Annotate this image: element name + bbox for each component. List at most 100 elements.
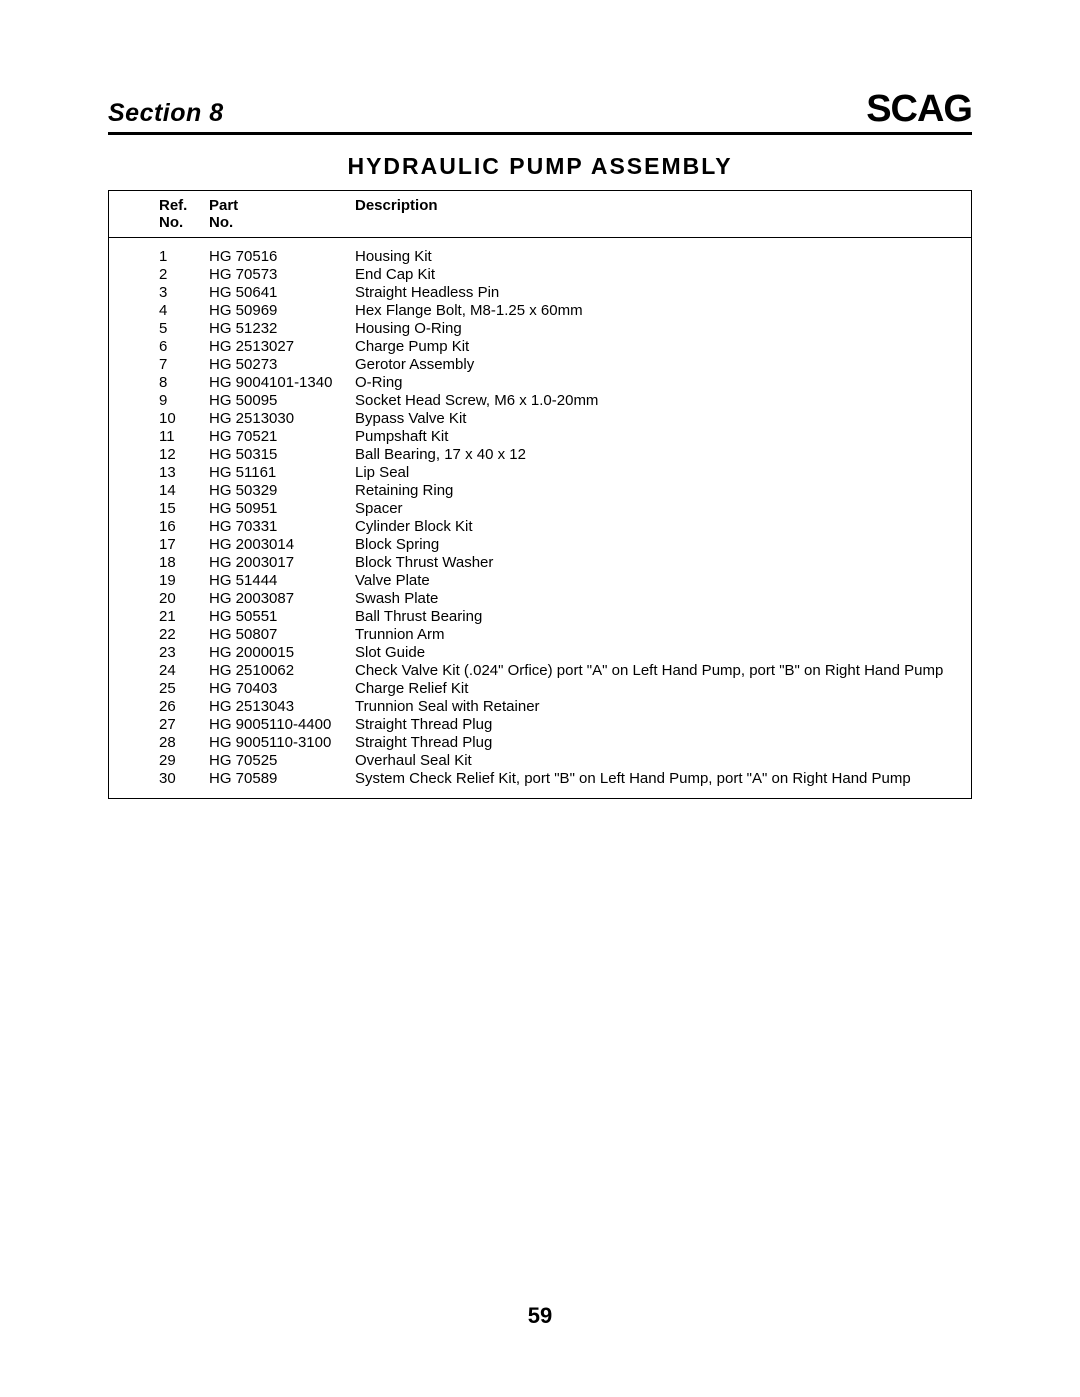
table-row: 14HG 50329Retaining Ring [159, 482, 971, 500]
cell-partno: HG 50951 [209, 500, 355, 518]
cell-description: Straight Thread Plug [355, 716, 971, 734]
cell-description: Housing Kit [355, 248, 971, 266]
table-row: 6HG 2513027Charge Pump Kit [159, 338, 971, 356]
cell-description: Lip Seal [355, 464, 971, 482]
cell-partno: HG 9004101-1340 [209, 374, 355, 392]
cell-partno: HG 2000015 [209, 644, 355, 662]
cell-partno: HG 9005110-3100 [209, 734, 355, 752]
cell-partno: HG 50095 [209, 392, 355, 410]
table-row: 30HG 70589System Check Relief Kit, port … [159, 770, 971, 788]
page-number: 59 [0, 1303, 1080, 1329]
cell-partno: HG 2510062 [209, 662, 355, 680]
section-label: Section 8 [108, 99, 224, 128]
table-row: 9HG 50095Socket Head Screw, M6 x 1.0-20m… [159, 392, 971, 410]
table-row: 1HG 70516Housing Kit [159, 248, 971, 266]
cell-partno: HG 2513030 [209, 410, 355, 428]
cell-refno: 11 [159, 428, 209, 446]
cell-partno: HG 70331 [209, 518, 355, 536]
page-title: HYDRAULIC PUMP ASSEMBLY [108, 153, 972, 180]
page-header: Section 8 SCAG [108, 90, 972, 135]
cell-partno: HG 70516 [209, 248, 355, 266]
cell-description: End Cap Kit [355, 266, 971, 284]
table-row: 26HG 2513043Trunnion Seal with Retainer [159, 698, 971, 716]
table-row: 13HG 51161Lip Seal [159, 464, 971, 482]
cell-partno: HG 50329 [209, 482, 355, 500]
table-row: 21HG 50551Ball Thrust Bearing [159, 608, 971, 626]
cell-refno: 12 [159, 446, 209, 464]
cell-refno: 25 [159, 680, 209, 698]
table-body: 1HG 70516Housing Kit2HG 70573End Cap Kit… [109, 238, 971, 798]
cell-refno: 21 [159, 608, 209, 626]
cell-description: Straight Headless Pin [355, 284, 971, 302]
cell-partno: HG 2003087 [209, 590, 355, 608]
cell-refno: 9 [159, 392, 209, 410]
table-row: 2HG 70573End Cap Kit [159, 266, 971, 284]
cell-description: Bypass Valve Kit [355, 410, 971, 428]
cell-refno: 17 [159, 536, 209, 554]
cell-description: Spacer [355, 500, 971, 518]
cell-partno: HG 51232 [209, 320, 355, 338]
col-header-desc-line2: Description [355, 197, 971, 214]
cell-refno: 29 [159, 752, 209, 770]
cell-partno: HG 2003014 [209, 536, 355, 554]
table-row: 4HG 50969Hex Flange Bolt, M8-1.25 x 60mm [159, 302, 971, 320]
table-row: 27HG 9005110-4400Straight Thread Plug [159, 716, 971, 734]
cell-description: Socket Head Screw, M6 x 1.0-20mm [355, 392, 971, 410]
cell-refno: 10 [159, 410, 209, 428]
table-row: 22HG 50807Trunnion Arm [159, 626, 971, 644]
cell-refno: 24 [159, 662, 209, 680]
col-header-refno-line1: Ref. [159, 197, 209, 214]
table-row: 18HG 2003017Block Thrust Washer [159, 554, 971, 572]
cell-description: Block Thrust Washer [355, 554, 971, 572]
cell-partno: HG 70521 [209, 428, 355, 446]
cell-refno: 1 [159, 248, 209, 266]
table-row: 10HG 2513030Bypass Valve Kit [159, 410, 971, 428]
table-row: 15HG 50951Spacer [159, 500, 971, 518]
cell-description: Overhaul Seal Kit [355, 752, 971, 770]
cell-description: Retaining Ring [355, 482, 971, 500]
cell-description: Trunnion Arm [355, 626, 971, 644]
table-row: 7HG 50273Gerotor Assembly [159, 356, 971, 374]
cell-description: Charge Relief Kit [355, 680, 971, 698]
table-row: 24HG 2510062Check Valve Kit (.024" Orfic… [159, 662, 971, 680]
cell-partno: HG 50315 [209, 446, 355, 464]
cell-partno: HG 50273 [209, 356, 355, 374]
cell-refno: 18 [159, 554, 209, 572]
cell-partno: HG 2513043 [209, 698, 355, 716]
cell-refno: 22 [159, 626, 209, 644]
table-row: 23HG 2000015Slot Guide [159, 644, 971, 662]
cell-refno: 15 [159, 500, 209, 518]
cell-partno: HG 70589 [209, 770, 355, 788]
cell-description: O-Ring [355, 374, 971, 392]
cell-refno: 30 [159, 770, 209, 788]
cell-partno: HG 51161 [209, 464, 355, 482]
cell-description: Cylinder Block Kit [355, 518, 971, 536]
cell-description: Slot Guide [355, 644, 971, 662]
cell-description: Gerotor Assembly [355, 356, 971, 374]
table-row: 8HG 9004101-1340O-Ring [159, 374, 971, 392]
cell-description: Block Spring [355, 536, 971, 554]
cell-partno: HG 2003017 [209, 554, 355, 572]
cell-refno: 28 [159, 734, 209, 752]
cell-description: Ball Bearing, 17 x 40 x 12 [355, 446, 971, 464]
table-row: 19HG 51444Valve Plate [159, 572, 971, 590]
cell-refno: 2 [159, 266, 209, 284]
parts-table: Ref. No. Part No. Description 1HG 70516H… [108, 190, 972, 799]
cell-description: Valve Plate [355, 572, 971, 590]
cell-refno: 4 [159, 302, 209, 320]
cell-refno: 13 [159, 464, 209, 482]
cell-partno: HG 70573 [209, 266, 355, 284]
table-row: 29HG 70525Overhaul Seal Kit [159, 752, 971, 770]
cell-partno: HG 2513027 [209, 338, 355, 356]
table-row: 11HG 70521Pumpshaft Kit [159, 428, 971, 446]
cell-refno: 6 [159, 338, 209, 356]
table-row: 28HG 9005110-3100Straight Thread Plug [159, 734, 971, 752]
cell-description: Pumpshaft Kit [355, 428, 971, 446]
table-row: 16HG 70331Cylinder Block Kit [159, 518, 971, 536]
table-header: Ref. No. Part No. Description [109, 191, 971, 238]
col-header-partno-line1: Part [209, 197, 355, 214]
cell-description: Check Valve Kit (.024" Orfice) port "A" … [355, 662, 971, 680]
table-row: 17HG 2003014Block Spring [159, 536, 971, 554]
cell-refno: 16 [159, 518, 209, 536]
cell-partno: HG 70525 [209, 752, 355, 770]
